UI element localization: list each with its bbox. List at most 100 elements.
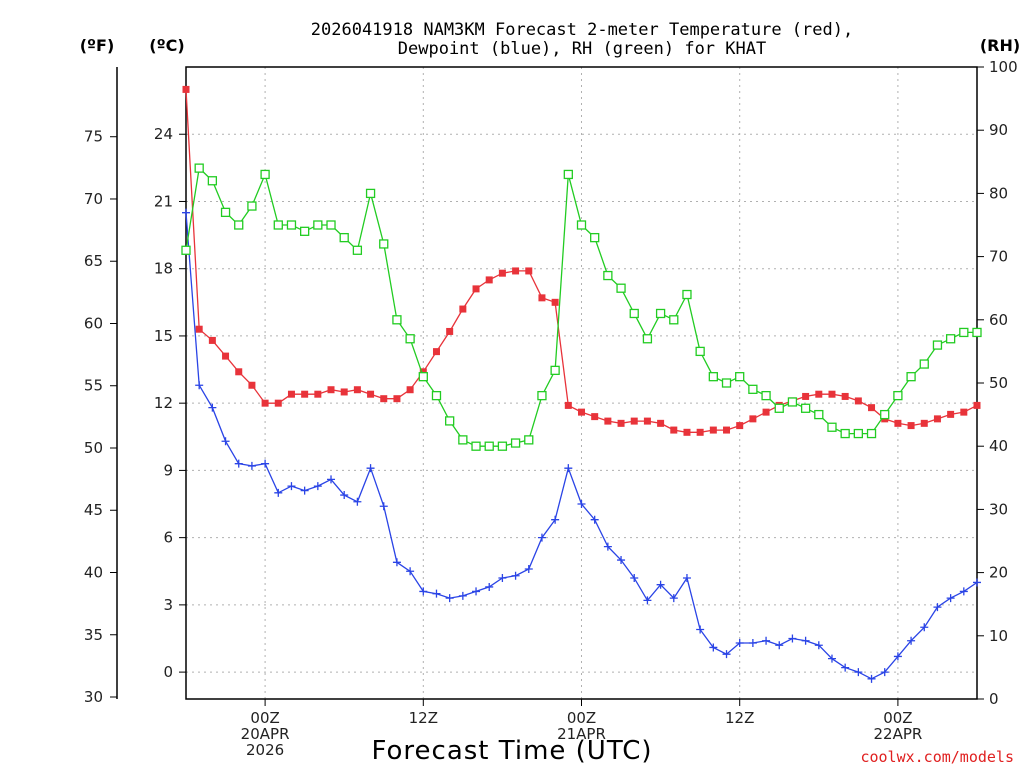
x-tick-label: 12Z bbox=[725, 709, 754, 727]
relative-humidity-point bbox=[247, 201, 257, 211]
dewpoint-point bbox=[709, 643, 718, 652]
relative-humidity-point bbox=[313, 220, 323, 230]
dewpoint-point bbox=[524, 565, 533, 574]
relative-humidity-point bbox=[273, 220, 283, 230]
2-meter-temperature-point bbox=[393, 395, 401, 403]
2-meter-temperature-point bbox=[525, 267, 533, 275]
2-meter-temperature-point bbox=[261, 399, 269, 407]
2-meter-temperature-point bbox=[459, 305, 467, 313]
relative-humidity-point bbox=[510, 438, 521, 448]
relative-humidity-point bbox=[880, 409, 890, 420]
2-meter-temperature-point bbox=[868, 404, 876, 412]
relative-humidity-point bbox=[537, 390, 547, 401]
fahrenheit-tick-label: 70 bbox=[84, 190, 103, 208]
2-meter-temperature-point bbox=[907, 422, 915, 430]
dewpoint-point bbox=[406, 567, 415, 576]
2-meter-temperature-point bbox=[920, 419, 928, 427]
relative-humidity-point bbox=[234, 220, 244, 230]
relative-humidity-point bbox=[352, 245, 363, 255]
2-meter-temperature-point bbox=[419, 368, 427, 376]
dewpoint-point bbox=[643, 596, 652, 605]
2-meter-temperature-point bbox=[472, 285, 480, 293]
fahrenheit-tick-label: 75 bbox=[84, 128, 103, 146]
dewpoint-point bbox=[432, 589, 441, 598]
relative-humidity-point bbox=[853, 428, 863, 439]
relative-humidity-point bbox=[445, 416, 455, 426]
dewpoint-point bbox=[630, 573, 639, 582]
dewpoint-point bbox=[867, 674, 876, 683]
dewpoint-point bbox=[722, 650, 731, 659]
celsius-tick-label: 15 bbox=[154, 327, 173, 345]
2-meter-temperature-point bbox=[327, 386, 335, 394]
fahrenheit-tick-label: 35 bbox=[84, 626, 103, 644]
dewpoint-point bbox=[511, 571, 520, 580]
2-meter-temperature-point bbox=[709, 426, 717, 434]
rh-tick-label: 70 bbox=[989, 248, 1008, 266]
relative-humidity-point bbox=[563, 169, 573, 180]
2-meter-temperature-point bbox=[208, 336, 216, 344]
rh-tick-label: 100 bbox=[989, 58, 1018, 76]
2-meter-temperature-point bbox=[235, 368, 243, 376]
x-tick-label: 22APR bbox=[873, 725, 922, 743]
relative-humidity-point bbox=[669, 315, 679, 325]
relative-humidity-point bbox=[945, 334, 956, 344]
2-meter-temperature-point bbox=[301, 390, 309, 398]
chart-title-line-1: 2026041918 NAM3KM Forecast 2-meter Tempe… bbox=[311, 20, 853, 40]
rh-tick-label: 40 bbox=[989, 437, 1008, 455]
dewpoint-point bbox=[617, 556, 626, 565]
dewpoint-point bbox=[920, 623, 929, 632]
credit-text: coolwx.com/models bbox=[860, 748, 1014, 766]
2-meter-temperature-point bbox=[380, 395, 388, 403]
dewpoint-point bbox=[274, 488, 283, 497]
2-meter-temperature-point bbox=[287, 390, 295, 398]
fahrenheit-tick-label: 40 bbox=[84, 564, 103, 582]
relative-humidity-point bbox=[220, 207, 231, 218]
dewpoint-point bbox=[445, 594, 454, 603]
dewpoint-point bbox=[221, 437, 230, 446]
relative-humidity-point bbox=[550, 365, 560, 376]
fahrenheit-tick-label: 65 bbox=[84, 252, 103, 270]
2-meter-temperature-point bbox=[274, 399, 282, 407]
2-meter-temperature-point bbox=[749, 415, 757, 423]
dewpoint-point bbox=[946, 594, 955, 603]
2-meter-temperature-point bbox=[406, 386, 414, 394]
relative-humidity-point bbox=[379, 239, 389, 249]
dewpoint-point bbox=[564, 464, 573, 473]
dewpoint-point bbox=[854, 668, 863, 677]
x-tick-label: 20APR bbox=[241, 725, 290, 743]
relative-humidity-point bbox=[695, 346, 705, 357]
relative-humidity-point bbox=[787, 397, 798, 407]
dewpoint-series bbox=[182, 208, 981, 683]
relative-humidity-point bbox=[959, 327, 969, 338]
2-meter-temperature-point bbox=[670, 426, 678, 434]
relative-humidity-point bbox=[906, 372, 916, 382]
rh-tick-label: 20 bbox=[989, 564, 1008, 582]
dewpoint-point bbox=[577, 500, 586, 509]
dewpoint-point bbox=[234, 459, 243, 468]
relative-humidity-point bbox=[840, 428, 850, 439]
dewpoint-point bbox=[603, 542, 612, 551]
fahrenheit-tick-label: 60 bbox=[84, 314, 103, 332]
dewpoint-point bbox=[195, 381, 204, 390]
relative-humidity-point bbox=[405, 334, 415, 344]
rh-tick-label: 50 bbox=[989, 374, 1008, 392]
chart-title-line-2: Dewpoint (blue), RH (green) for KHAT bbox=[398, 39, 766, 59]
2-meter-temperature-point bbox=[604, 417, 612, 425]
dewpoint-point bbox=[313, 482, 322, 491]
x-tick-label: 00Z bbox=[883, 709, 912, 727]
dewpoint-point bbox=[762, 636, 771, 645]
gridlines bbox=[186, 67, 977, 699]
rh-tick-label: 60 bbox=[989, 311, 1008, 329]
2-meter-temperature-point bbox=[485, 276, 493, 284]
2-meter-temperature-point bbox=[222, 352, 230, 360]
dewpoint-point bbox=[208, 403, 217, 412]
2-meter-temperature-point bbox=[578, 408, 585, 416]
celsius-tick-label: 12 bbox=[154, 394, 173, 412]
2-meter-temperature-point bbox=[446, 327, 454, 335]
relative-humidity-point bbox=[748, 384, 758, 394]
dewpoint-point bbox=[327, 475, 336, 484]
relative-humidity-point bbox=[524, 435, 534, 445]
dewpoint-point bbox=[392, 558, 401, 567]
relative-humidity-point bbox=[735, 372, 745, 382]
